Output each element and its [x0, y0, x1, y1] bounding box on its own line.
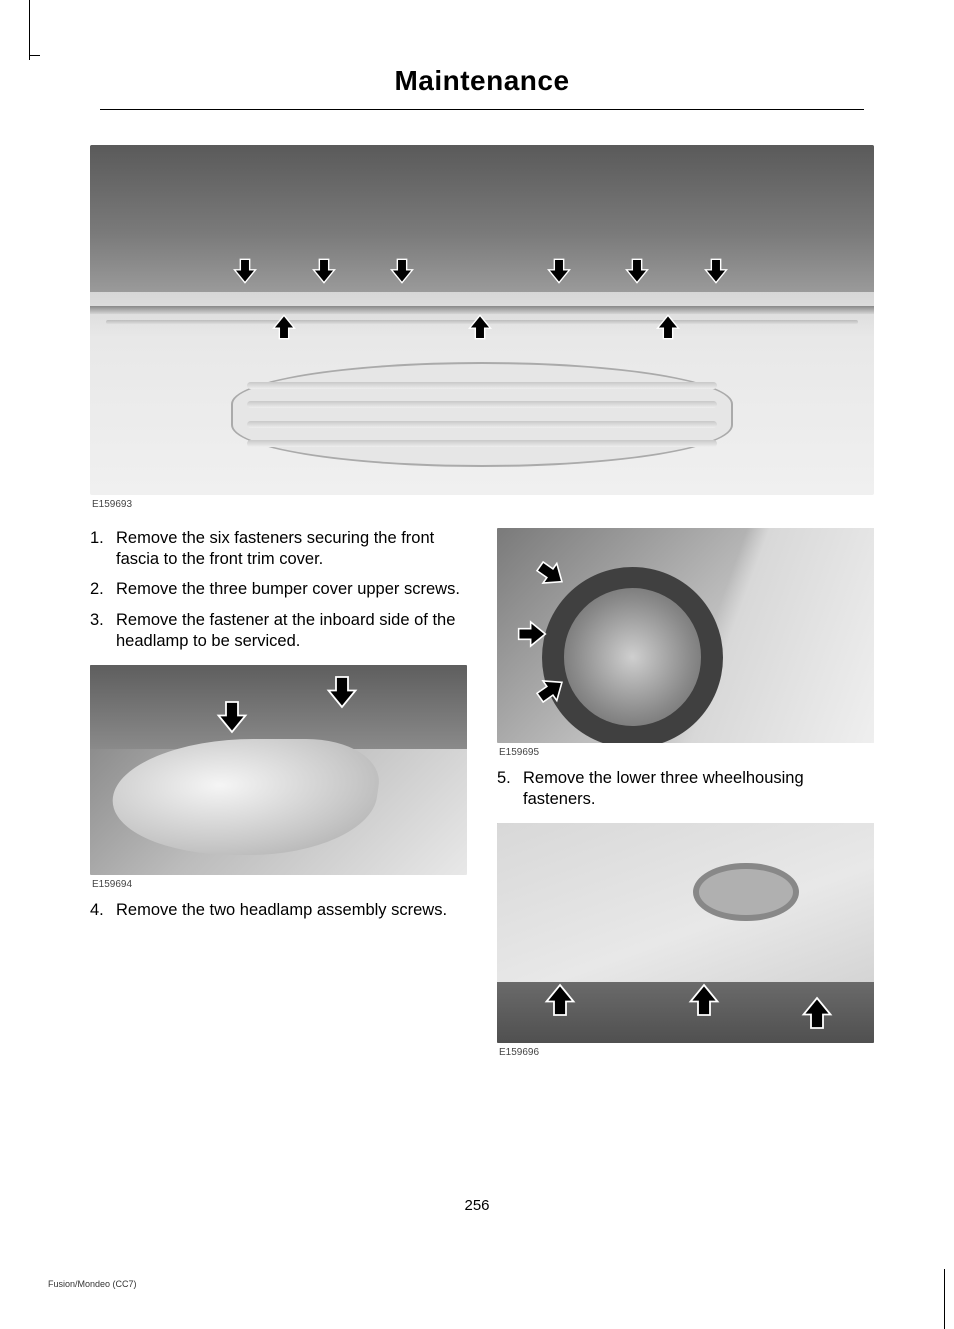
arrow-up-icon: [686, 982, 722, 1018]
figure-caption: E159694: [92, 879, 467, 890]
step-number: 2.: [90, 579, 116, 600]
arrow-down-icon: [231, 257, 259, 285]
arrow-up-icon: [799, 995, 835, 1031]
figure-caption: E159695: [499, 747, 874, 758]
figure-caption: E159696: [499, 1047, 874, 1058]
two-column-layout: 1. Remove the six fasteners securing the…: [90, 528, 874, 1062]
wheel-rim: [564, 588, 702, 726]
left-column: 1. Remove the six fasteners securing the…: [90, 528, 467, 1062]
step-item: 1. Remove the six fasteners securing the…: [90, 528, 467, 569]
arrow-up-icon: [466, 313, 494, 341]
engine-bay-shading: [90, 145, 874, 292]
crop-mark: [944, 1269, 954, 1329]
figure-wheelhousing: E159695: [497, 528, 874, 758]
page-title: Maintenance: [100, 40, 864, 110]
step-number: 5.: [497, 768, 523, 809]
step-item: 2. Remove the three bumper cover upper s…: [90, 579, 467, 600]
steps-list: 1. Remove the six fasteners securing the…: [90, 528, 467, 651]
illustration-headlamp: [90, 665, 467, 875]
step-text: Remove the fastener at the inboard side …: [116, 610, 467, 651]
crop-mark: [0, 0, 30, 60]
grille-bar: [247, 382, 717, 389]
step-item: 5. Remove the lower three wheelhousing f…: [497, 768, 874, 809]
grille-bar: [247, 421, 717, 428]
grille-bar: [247, 440, 717, 447]
arrow-down-icon: [324, 674, 360, 710]
arrow-down-icon: [702, 257, 730, 285]
wheel: [542, 567, 723, 743]
fog-lamp: [693, 863, 799, 922]
illustration-front-fascia: [90, 145, 874, 495]
arrow-up-icon: [654, 313, 682, 341]
step-text: Remove the two headlamp assembly screws.: [116, 900, 467, 921]
arrow-down-icon: [545, 257, 573, 285]
page-container: Maintenance E159693: [0, 0, 954, 1329]
steps-list: 5. Remove the lower three wheelhousing f…: [497, 768, 874, 809]
illustration-bumper-lower: [497, 823, 874, 1043]
page-number: 256: [0, 1197, 954, 1214]
figure-bumper-lower: E159696: [497, 823, 874, 1058]
step-number: 4.: [90, 900, 116, 921]
arrow-up-icon: [270, 313, 298, 341]
arrow-down-icon: [214, 699, 250, 735]
arrow-down-icon: [623, 257, 651, 285]
figure-caption: E159693: [92, 499, 874, 510]
headlamp-shape: [104, 739, 384, 855]
arrow-right-icon: [516, 618, 548, 650]
grille: [231, 362, 733, 467]
step-item: 4. Remove the two headlamp assembly scre…: [90, 900, 467, 921]
footer-model: Fusion/Mondeo (CC7): [48, 1279, 137, 1289]
figure-headlamp: E159694: [90, 665, 467, 890]
arrow-up-icon: [542, 982, 578, 1018]
step-text: Remove the lower three wheelhousing fast…: [523, 768, 874, 809]
step-text: Remove the three bumper cover upper scre…: [116, 579, 467, 600]
step-item: 3. Remove the fastener at the inboard si…: [90, 610, 467, 651]
illustration-wheelhousing: [497, 528, 874, 743]
steps-list: 4. Remove the two headlamp assembly scre…: [90, 900, 467, 921]
shading: [90, 665, 467, 749]
arrow-down-icon: [310, 257, 338, 285]
arrow-down-icon: [388, 257, 416, 285]
right-column: E159695 5. Remove the lower three wheelh…: [497, 528, 874, 1062]
step-number: 3.: [90, 610, 116, 651]
figure-front-fascia: E159693: [90, 145, 874, 510]
step-text: Remove the six fasteners securing the fr…: [116, 528, 467, 569]
grille-bar: [247, 401, 717, 408]
step-number: 1.: [90, 528, 116, 569]
